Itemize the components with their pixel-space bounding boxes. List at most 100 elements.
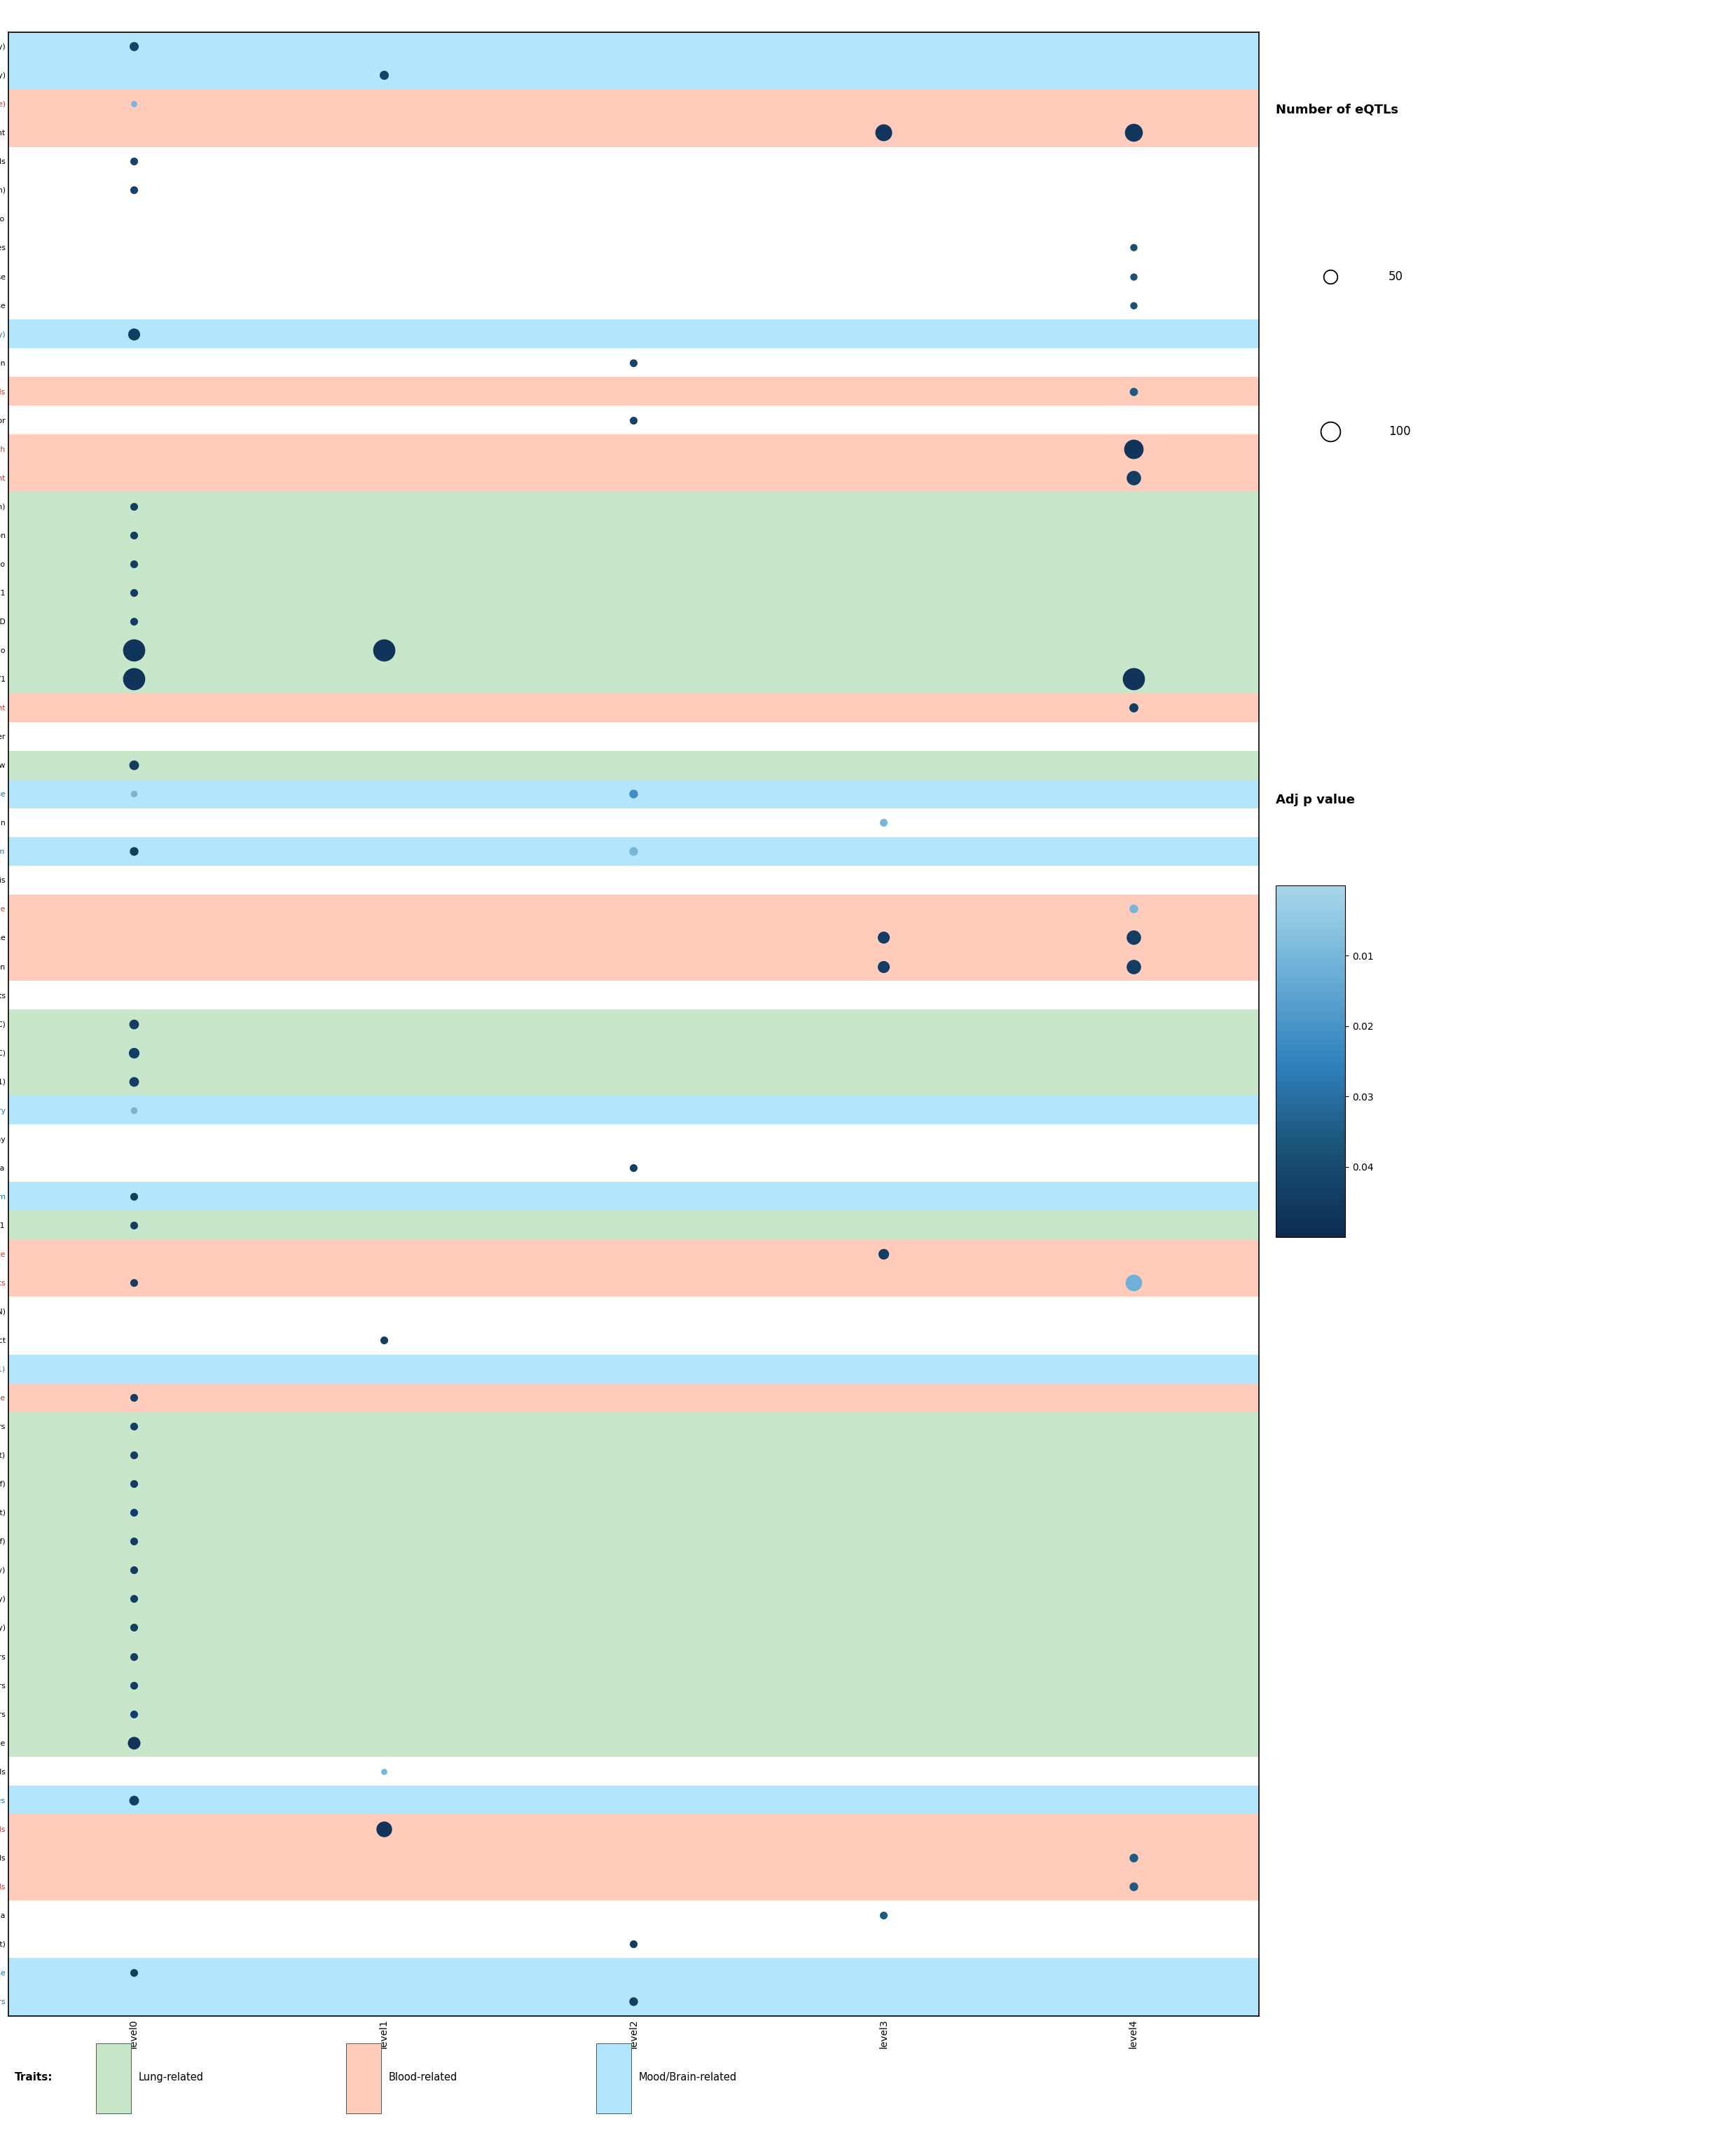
- Bar: [9, 665, 1259, 693]
- FancyBboxPatch shape: [95, 2043, 132, 2114]
- Text: 100: 100: [1389, 424, 1411, 437]
- Bar: [9, 1930, 1259, 1958]
- Bar: [9, 1728, 1259, 1758]
- Text: Blood-related: Blood-related: [389, 2073, 458, 2082]
- Point: [870, 921, 898, 956]
- Point: [1120, 949, 1147, 983]
- Bar: [9, 1382, 1259, 1412]
- Point: [1316, 414, 1344, 448]
- Bar: [9, 1843, 1259, 1873]
- Text: Adj p value: Adj p value: [1276, 793, 1356, 806]
- Bar: [9, 636, 1259, 665]
- Point: [120, 1583, 148, 1617]
- Bar: [9, 866, 1259, 894]
- Point: [120, 1035, 148, 1069]
- Bar: [9, 1988, 1259, 2016]
- Point: [120, 87, 148, 122]
- Point: [1120, 230, 1147, 264]
- Point: [120, 1007, 148, 1041]
- Point: [120, 1468, 148, 1502]
- Point: [120, 1092, 148, 1126]
- Point: [120, 518, 148, 552]
- Bar: [9, 608, 1259, 636]
- Point: [120, 318, 148, 352]
- Point: [870, 115, 898, 149]
- Point: [120, 1064, 148, 1098]
- Point: [120, 776, 148, 811]
- Point: [1120, 892, 1147, 926]
- Bar: [9, 1154, 1259, 1182]
- Point: [120, 30, 148, 64]
- Point: [120, 1525, 148, 1559]
- Bar: [9, 60, 1259, 90]
- Bar: [9, 1440, 1259, 1470]
- Bar: [9, 1585, 1259, 1613]
- Point: [620, 1150, 648, 1184]
- Bar: [9, 779, 1259, 808]
- Point: [120, 1726, 148, 1760]
- Bar: [9, 348, 1259, 378]
- Point: [370, 1753, 398, 1787]
- Point: [1120, 373, 1147, 407]
- Bar: [9, 117, 1259, 147]
- Bar: [9, 1815, 1259, 1843]
- FancyBboxPatch shape: [345, 2043, 382, 2114]
- Point: [120, 604, 148, 638]
- Bar: [9, 751, 1259, 779]
- Point: [120, 1410, 148, 1444]
- Bar: [9, 262, 1259, 290]
- Bar: [9, 435, 1259, 463]
- Bar: [9, 1497, 1259, 1527]
- Bar: [9, 924, 1259, 951]
- Bar: [9, 1239, 1259, 1269]
- Bar: [9, 405, 1259, 435]
- Point: [620, 834, 648, 868]
- Point: [120, 1640, 148, 1674]
- Point: [120, 1696, 148, 1730]
- Bar: [9, 290, 1259, 320]
- Point: [120, 576, 148, 610]
- Bar: [9, 175, 1259, 205]
- Bar: [9, 1785, 1259, 1815]
- Bar: [9, 320, 1259, 348]
- Bar: [9, 1613, 1259, 1642]
- Bar: [9, 1009, 1259, 1039]
- Bar: [9, 1700, 1259, 1728]
- Bar: [9, 550, 1259, 578]
- Bar: [9, 1066, 1259, 1096]
- Bar: [9, 1327, 1259, 1354]
- Point: [1120, 260, 1147, 294]
- Point: [870, 949, 898, 983]
- Bar: [9, 1297, 1259, 1327]
- Bar: [9, 90, 1259, 117]
- Point: [120, 1553, 148, 1587]
- Point: [1120, 921, 1147, 956]
- Point: [1120, 2014, 1147, 2048]
- Text: 50: 50: [1389, 271, 1403, 284]
- Point: [120, 661, 148, 695]
- Point: [870, 1237, 898, 1271]
- Bar: [9, 951, 1259, 981]
- Bar: [9, 836, 1259, 866]
- Point: [1120, 661, 1147, 695]
- Bar: [9, 1901, 1259, 1930]
- Point: [120, 1207, 148, 1241]
- Point: [120, 1438, 148, 1472]
- Point: [620, 776, 648, 811]
- Bar: [9, 493, 1259, 520]
- Point: [870, 1898, 898, 1932]
- Point: [120, 488, 148, 523]
- Bar: [9, 1958, 1259, 1988]
- Bar: [9, 32, 1259, 60]
- Point: [120, 1610, 148, 1645]
- Bar: [9, 721, 1259, 751]
- Point: [1120, 1869, 1147, 1903]
- Point: [870, 806, 898, 840]
- Bar: [9, 232, 1259, 262]
- Point: [120, 145, 148, 179]
- Bar: [9, 463, 1259, 493]
- Bar: [9, 1873, 1259, 1901]
- Point: [1120, 115, 1147, 149]
- Text: Mood/Brain-related: Mood/Brain-related: [639, 2073, 736, 2082]
- Bar: [9, 147, 1259, 175]
